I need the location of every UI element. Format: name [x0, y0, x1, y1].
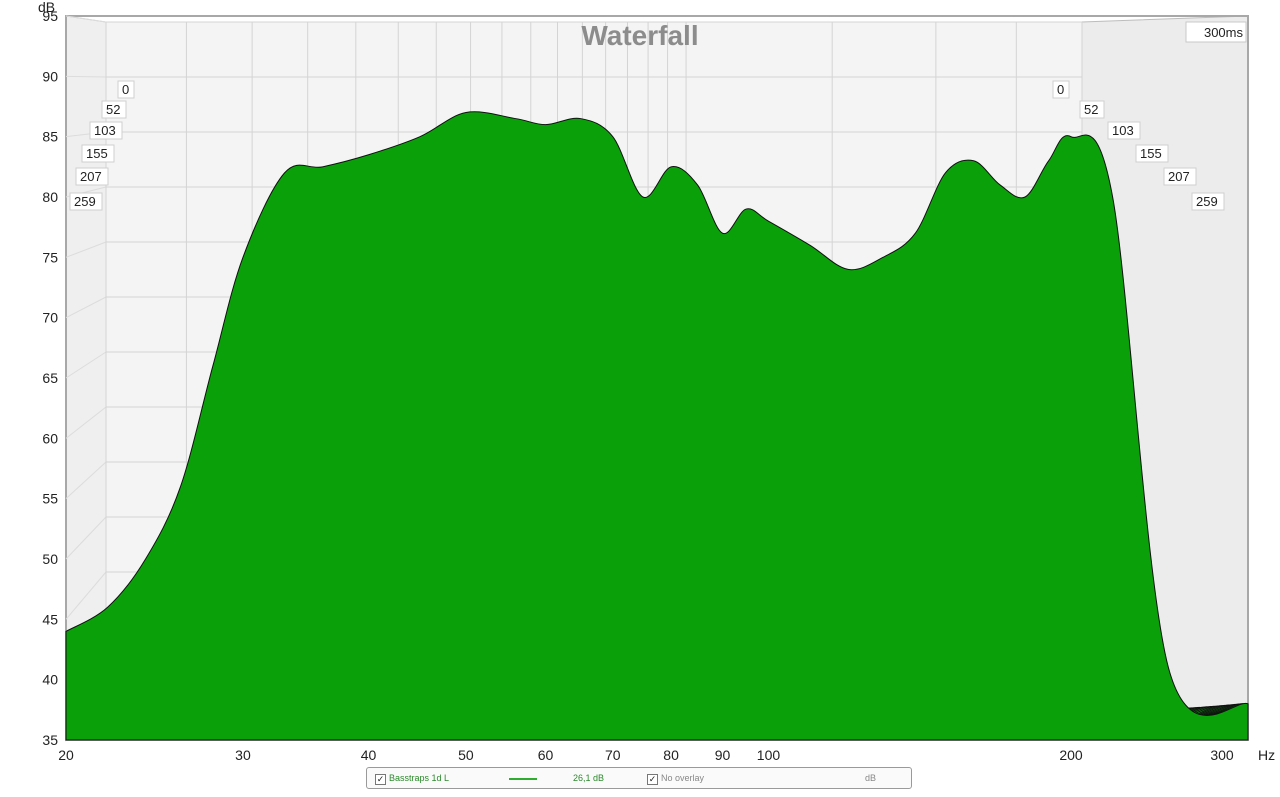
waterfall-slice — [65, 111, 1249, 741]
time-tick-box — [1163, 167, 1197, 186]
y-tick-label: 80 — [42, 189, 58, 205]
grid-line-y-side — [65, 516, 107, 560]
time-tick-box — [89, 121, 123, 140]
time-tick-label: 207 — [1168, 169, 1190, 184]
series-checkbox[interactable]: ✓ — [375, 774, 386, 785]
time-tick-label: 0 — [1057, 82, 1064, 97]
time-tick-label: 207 — [80, 169, 102, 184]
overlay-label: No overlay — [661, 773, 705, 783]
grid-line-y-side — [65, 571, 107, 620]
time-tick-label: 259 — [74, 194, 96, 209]
time-range-label: 300ms — [1185, 21, 1247, 43]
y-tick-label: 70 — [42, 310, 58, 326]
waterfall-slices — [65, 111, 1249, 741]
time-tick-box — [69, 192, 103, 211]
time-tick-label: 155 — [1140, 146, 1162, 161]
time-tick-box — [1107, 121, 1141, 140]
y-axis-label: dB — [38, 0, 55, 15]
y-tick-label: 50 — [42, 551, 58, 567]
time-tick-box — [117, 80, 135, 99]
x-tick-label: 70 — [605, 747, 621, 763]
grid-line-y-side — [65, 15, 107, 23]
grid-line-y-side — [65, 241, 107, 258]
series-toggle[interactable]: ✓ Basstraps 1d L — [375, 773, 449, 785]
time-tick-label: 259 — [1196, 194, 1218, 209]
grid-line-y-side — [65, 296, 107, 319]
x-tick-label: 60 — [538, 747, 554, 763]
x-tick-label: 300 — [1210, 747, 1234, 763]
time-tick-box — [1052, 80, 1070, 99]
grid-line-y-side — [65, 461, 107, 500]
y-tick-label: 45 — [42, 611, 58, 627]
series-value: 26,1 dB — [573, 773, 605, 783]
series-line-swatch — [509, 773, 537, 783]
series-name: Basstraps 1d L — [389, 773, 450, 783]
x-tick-label: 50 — [458, 747, 474, 763]
grid-line-y-side — [65, 351, 107, 379]
x-axis-label: Hz — [1258, 747, 1275, 763]
overlay-toggle[interactable]: ✓ No overlay — [647, 773, 704, 785]
y-tick-label: 65 — [42, 370, 58, 386]
x-tick-label: 90 — [715, 747, 731, 763]
x-tick-label: 80 — [663, 747, 679, 763]
x-tick-label: 200 — [1059, 747, 1083, 763]
y-tick-label: 40 — [42, 672, 58, 688]
y-tick-label: 85 — [42, 129, 58, 145]
time-tick-box — [75, 167, 109, 186]
time-tick-label: 0 — [122, 82, 129, 97]
x-tick-label: 40 — [361, 747, 377, 763]
y-tick-label: 60 — [42, 430, 58, 446]
time-tick-label: 103 — [94, 123, 116, 138]
legend-bar: ✓ Basstraps 1d L 26,1 dB ✓ No overlay dB — [366, 767, 912, 789]
time-tick-box — [1079, 100, 1105, 119]
time-tick-box — [101, 100, 127, 119]
time-tick-box — [1135, 144, 1169, 163]
time-tick-label: 103 — [1112, 123, 1134, 138]
time-range-text: 300ms — [1204, 25, 1244, 40]
unit-label: dB — [865, 773, 877, 783]
grid-line-y-side — [65, 406, 107, 439]
y-tick-label: 75 — [42, 249, 58, 265]
x-tick-label: 30 — [235, 747, 251, 763]
time-tick-label: 52 — [106, 102, 120, 117]
time-tick-label: 155 — [86, 146, 108, 161]
y-tick-label: 55 — [42, 491, 58, 507]
overlay-checkbox[interactable]: ✓ — [647, 774, 658, 785]
chart-title: Waterfall — [581, 20, 698, 51]
time-tick-label: 52 — [1084, 102, 1098, 117]
x-tick-label: 20 — [58, 747, 74, 763]
time-tick-box — [1191, 192, 1225, 211]
y-tick-label: 90 — [42, 68, 58, 84]
time-tick-box — [81, 144, 115, 163]
y-tick-label: 95 — [42, 8, 58, 24]
y-tick-label: 35 — [42, 732, 58, 748]
x-tick-label: 100 — [757, 747, 781, 763]
grid-line-y-side — [65, 75, 107, 78]
